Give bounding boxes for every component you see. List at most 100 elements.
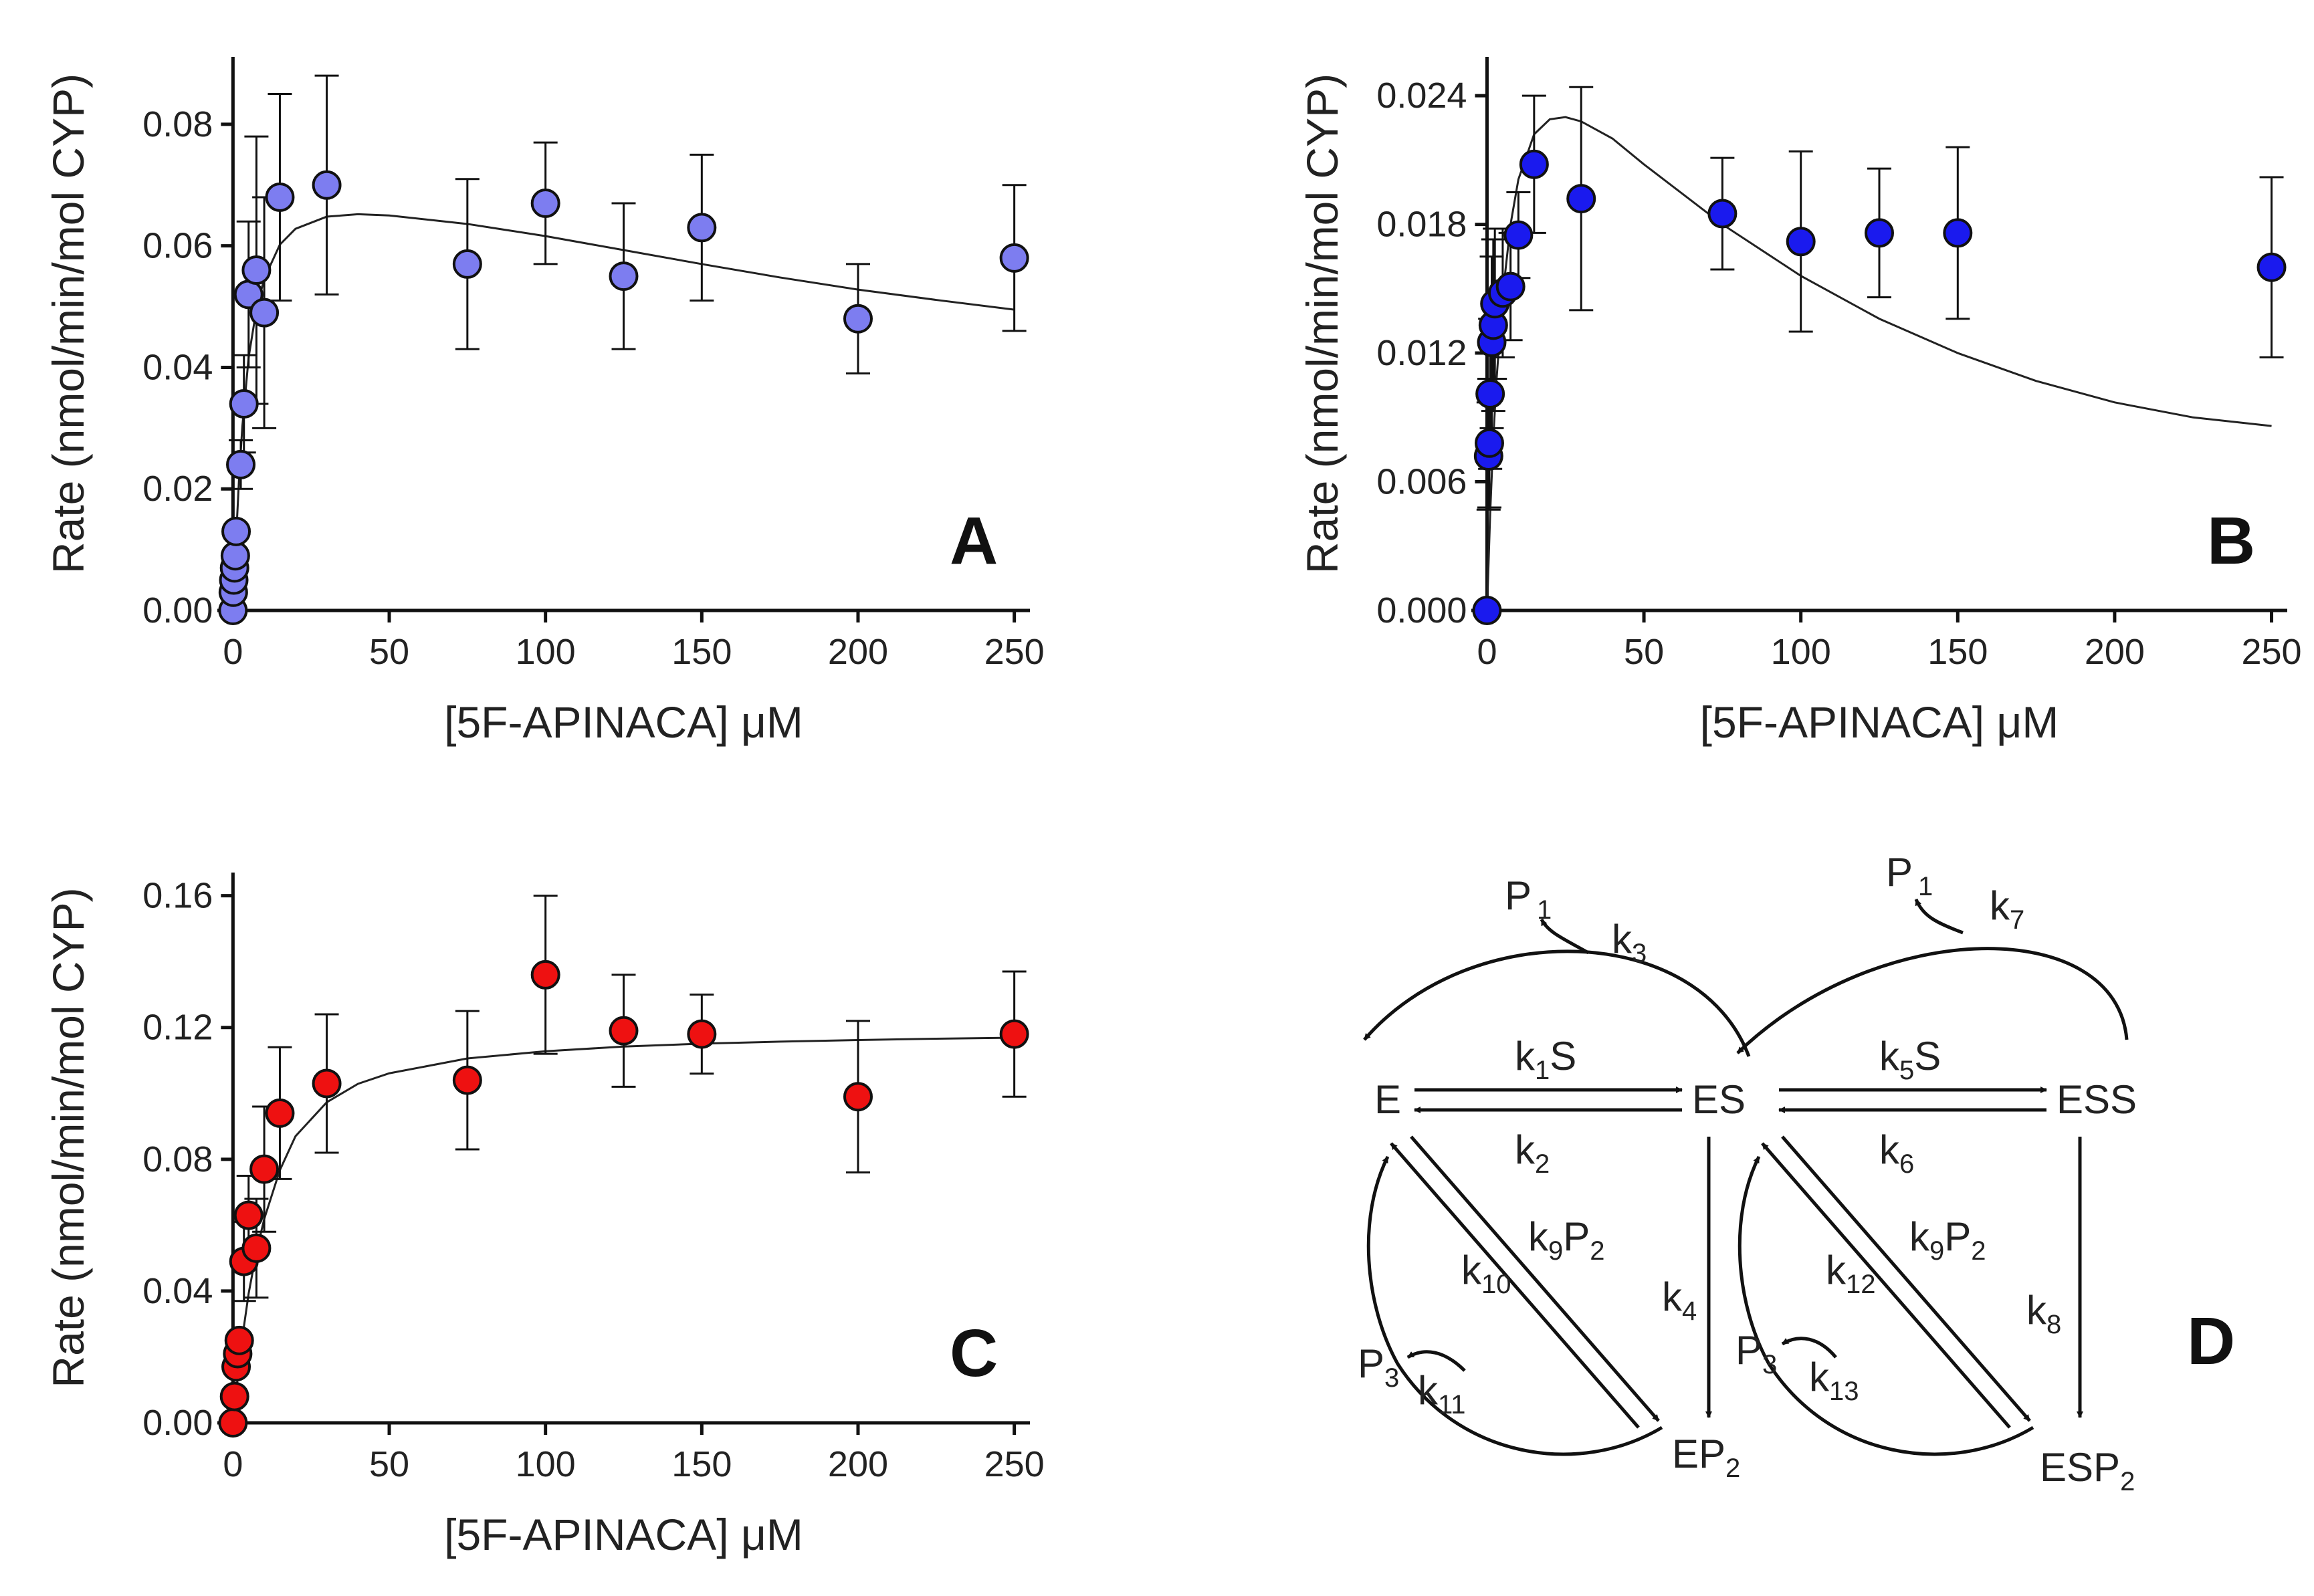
arrow-esp2-to-es <box>1761 1142 2011 1429</box>
node-ess: ESS <box>2057 1077 2137 1122</box>
data-point-c <box>530 959 560 990</box>
y-axis-title-c: Rate (nmol/min/mol CYP) <box>43 887 93 1387</box>
y-axis-title-a: Rate (nmol/min/mol CYP) <box>43 74 93 574</box>
arc-ep2-to-e <box>1366 1155 1663 1456</box>
panel-label-b: B <box>2207 503 2255 578</box>
rate-k9p2-left: k9P2 <box>1528 1214 1605 1266</box>
x-tick-label-c: 200 <box>828 1444 888 1484</box>
y-tick-label-b: 0.006 <box>1376 462 1467 502</box>
x-tick-label-b: 150 <box>1927 632 1988 672</box>
x-tick-label-a: 200 <box>828 632 888 672</box>
data-point-b <box>1519 149 1549 179</box>
y-tick-label-c: 0.08 <box>142 1139 213 1179</box>
data-point-c <box>233 1200 264 1230</box>
x-tick-label-b: 250 <box>2241 632 2301 672</box>
chart-panel-c: 0.00 0.04 0.08 0.12 0.16 0 50 100 150 200 250 [5F-A… <box>43 873 1045 1559</box>
x-tick-label-a: 0 <box>223 632 243 672</box>
rate-k2: k2 <box>1515 1127 1550 1179</box>
data-point-b <box>1495 271 1526 302</box>
rate-k5s: k5S <box>1879 1034 1941 1085</box>
data-point-c <box>687 1019 717 1049</box>
data-point-b <box>2256 252 2287 282</box>
data-point-a <box>249 298 280 328</box>
rate-k3: k3 <box>1612 917 1647 968</box>
x-tick-label-b: 0 <box>1477 632 1497 672</box>
rate-k9p2-right: k9P2 <box>1909 1214 1986 1266</box>
data-point-a <box>452 249 482 279</box>
panel-label-d: D <box>2187 1304 2235 1379</box>
x-tick-label-c: 50 <box>369 1444 409 1484</box>
data-point-c <box>609 1016 639 1046</box>
data-point-a <box>241 255 272 286</box>
arrow-ep2-to-e <box>1390 1142 1640 1429</box>
arrow-es-to-esp2 <box>1781 1135 2031 1422</box>
arc-es-to-e <box>1363 949 1751 1057</box>
node-es: ES <box>1692 1077 1746 1122</box>
x-tick-label-a: 250 <box>984 632 1045 672</box>
y-tick-label-a: 0.04 <box>142 347 213 387</box>
data-point-b <box>1474 428 1504 458</box>
rate-k11: k11 <box>1418 1368 1466 1419</box>
node-e: E <box>1374 1077 1401 1122</box>
y-tick-label-b: 0.024 <box>1376 76 1467 116</box>
rate-k6: k6 <box>1879 1127 1914 1179</box>
y-tick-label-b: 0.018 <box>1376 205 1467 245</box>
rate-k10: k10 <box>1461 1248 1511 1299</box>
y-tick-label-a: 0.02 <box>142 469 213 509</box>
node-ep2: EP2 <box>1672 1432 1740 1483</box>
y-tick-label-c: 0.00 <box>142 1403 213 1443</box>
rate-k8: k8 <box>2026 1288 2061 1339</box>
data-point-b <box>1943 218 1973 248</box>
arrow-to-p1-left <box>1540 918 1590 955</box>
x-tick-label-b: 50 <box>1624 632 1664 672</box>
x-tick-label-b: 100 <box>1771 632 1831 672</box>
data-point-a <box>609 261 639 292</box>
y-axis-title-b: Rate (nmol/min/mol CYP) <box>1297 74 1347 574</box>
y-tick-label-c: 0.12 <box>142 1008 213 1048</box>
data-point-c <box>843 1082 873 1112</box>
x-tick-label-b: 200 <box>2085 632 2145 672</box>
node-esp2: ESP2 <box>2040 1445 2135 1496</box>
x-tick-label-a: 150 <box>671 632 732 672</box>
product-p3-left: P3 <box>1358 1341 1399 1393</box>
data-point-c <box>219 1381 249 1411</box>
x-axis-title-b: [5F-APINACA] μM <box>1700 697 2059 747</box>
kinetic-scheme-d <box>1363 899 2129 1456</box>
data-point-c <box>218 1408 248 1438</box>
data-point-a <box>220 541 250 571</box>
data-point-c <box>265 1098 295 1128</box>
panel-label-a: A <box>950 503 998 578</box>
x-tick-label-c: 100 <box>516 1444 576 1484</box>
rate-k4: k4 <box>1662 1274 1697 1326</box>
y-tick-label-b: 0.012 <box>1376 333 1467 373</box>
rate-k13: k13 <box>1809 1355 1859 1406</box>
data-point-a <box>687 213 717 243</box>
rate-k7: k7 <box>1990 883 2024 935</box>
data-point-a <box>530 189 560 219</box>
y-tick-label-a: 0.08 <box>142 104 213 144</box>
x-tick-label-a: 100 <box>516 632 576 672</box>
arc-ess-to-es <box>1736 947 2129 1054</box>
x-tick-label-c: 0 <box>223 1444 243 1484</box>
data-point-a <box>312 170 342 200</box>
arrow-to-p3-right <box>1781 1337 1837 1359</box>
chart-panel-a: 0.00 0.02 0.04 0.06 0.08 0 50 100 150 200 250 [5F-A… <box>43 57 1045 747</box>
data-point-b <box>1786 227 1816 257</box>
panel-label-c: C <box>950 1316 998 1391</box>
data-point-a <box>221 516 251 546</box>
data-point-a <box>999 243 1029 273</box>
rate-k1s: k1S <box>1515 1034 1576 1085</box>
x-tick-label-c: 250 <box>984 1444 1045 1484</box>
arrow-to-p1-right <box>1914 899 1964 935</box>
data-point-b <box>1503 220 1534 250</box>
data-point-b <box>1707 199 1738 229</box>
y-tick-label-a: 0.06 <box>142 226 213 266</box>
y-tick-label-c: 0.04 <box>142 1271 213 1311</box>
y-tick-label-c: 0.16 <box>142 876 213 916</box>
data-point-a <box>229 388 259 419</box>
data-point-a <box>226 449 256 479</box>
